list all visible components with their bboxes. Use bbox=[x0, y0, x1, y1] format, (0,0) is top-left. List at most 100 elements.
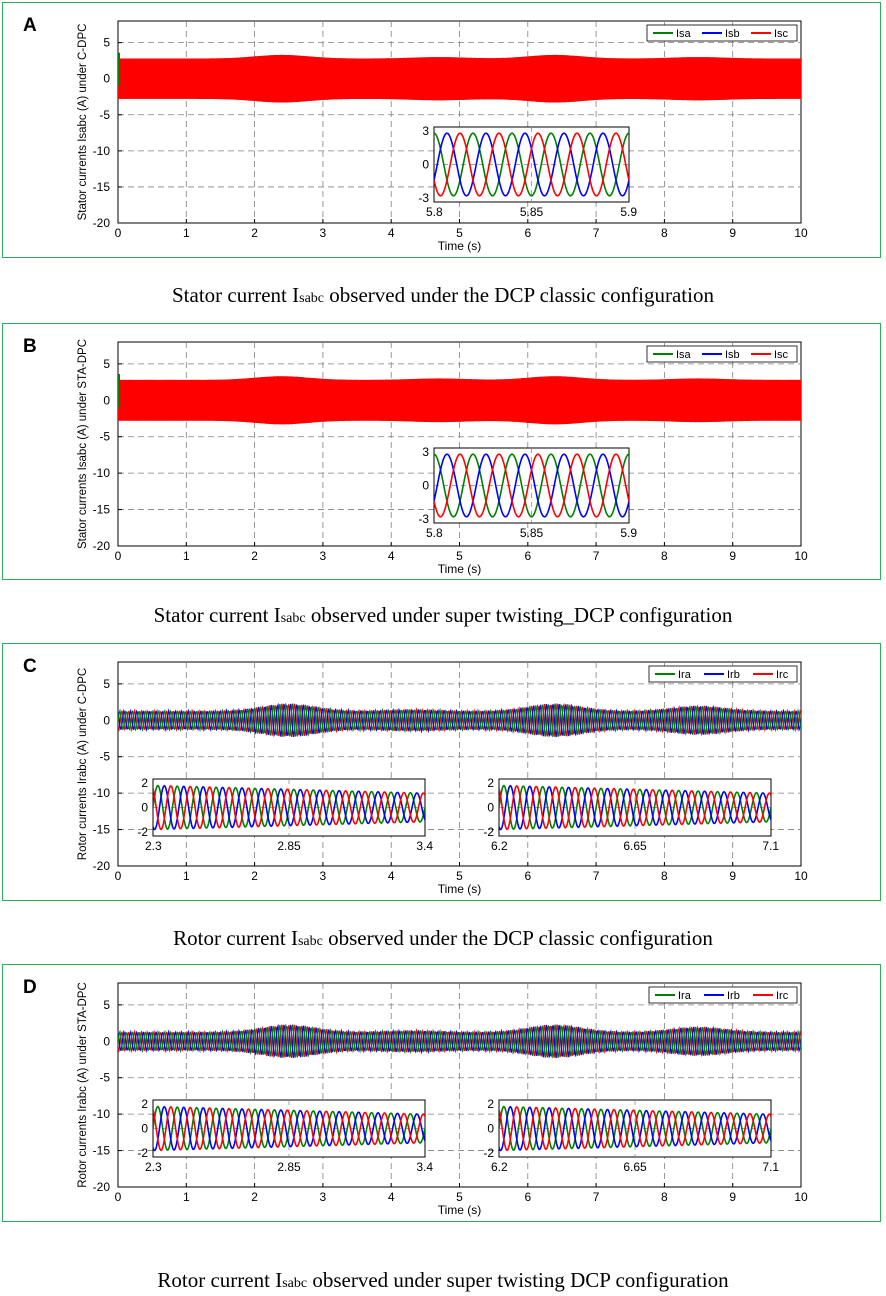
x-tick-label: 0 bbox=[115, 869, 122, 883]
inset-x-tick-label: 2.85 bbox=[277, 839, 301, 853]
legend-label: Isa bbox=[676, 28, 692, 40]
y-axis-label: Rotor currents Irabc (A) under STA-DPC bbox=[77, 982, 89, 1188]
x-tick-label: 4 bbox=[388, 549, 395, 563]
inset-y-tick-label: 0 bbox=[141, 1122, 148, 1136]
inset-x-tick-label: 2.3 bbox=[145, 1160, 162, 1174]
x-tick-label: 2 bbox=[251, 1190, 258, 1204]
caption-c: Rotor current Isabc observed under the D… bbox=[0, 926, 886, 951]
stator-current-chart-b: 0 1 2 3 4 5 6 7 8 9 10 5 0 -5 -10 -15 -20 Time (s) Stator … bbox=[77, 339, 808, 576]
inset-y-tick-label: 2 bbox=[487, 1097, 494, 1111]
inset-y-tick-label: -2 bbox=[483, 825, 494, 839]
inset-x-tick-label: 2.85 bbox=[277, 1160, 301, 1174]
legend-label: Irb bbox=[727, 990, 740, 1002]
legend-label: Irc bbox=[776, 669, 789, 681]
series-line-irb bbox=[118, 702, 801, 738]
y-tick-label: -20 bbox=[93, 859, 111, 873]
inset-waveform-group bbox=[434, 132, 629, 197]
figure-panel-a: A 0 1 2 3 4 5 6 7 8 9 10 5 0 -5 -10 -15 -20 Time (s) Stato… bbox=[2, 2, 881, 258]
inset-x-tick-label: 5.8 bbox=[426, 205, 443, 219]
caption-text: observed under super twisting DCP config… bbox=[307, 1268, 729, 1292]
x-tick-label: 8 bbox=[661, 1190, 668, 1204]
y-tick-label: -15 bbox=[93, 180, 111, 194]
inset-y-tick-label: 3 bbox=[422, 124, 429, 138]
x-tick-label: 5 bbox=[456, 549, 463, 563]
x-axis-label: Time (s) bbox=[438, 562, 482, 576]
y-tick-label: -20 bbox=[93, 216, 111, 230]
caption-subscript: sabc bbox=[299, 291, 325, 306]
x-tick-label: 5 bbox=[456, 226, 463, 240]
inset-x-tick-label: 3.4 bbox=[416, 1160, 433, 1174]
x-tick-label: 3 bbox=[320, 869, 327, 883]
inset-y-tick-label: -3 bbox=[418, 191, 429, 205]
inset-y-tick-label: 2 bbox=[487, 776, 494, 790]
inset-y-tick-label: -2 bbox=[137, 825, 148, 839]
legend-label: Isb bbox=[725, 28, 740, 40]
inset-series-irb bbox=[499, 784, 771, 831]
x-tick-label: 4 bbox=[388, 869, 395, 883]
inset-y-tick-label: 0 bbox=[141, 801, 148, 815]
legend-label: Isc bbox=[774, 349, 789, 361]
x-tick-label: 6 bbox=[524, 549, 531, 563]
waveform-group bbox=[118, 52, 801, 103]
inset-series-irc bbox=[153, 1106, 425, 1152]
x-tick-label: 9 bbox=[729, 1190, 736, 1204]
inset-y-tick-label: 2 bbox=[141, 1097, 148, 1111]
y-tick-label: 0 bbox=[103, 713, 110, 727]
x-tick-label: 10 bbox=[794, 869, 808, 883]
caption-subscript: sabc bbox=[280, 611, 306, 626]
y-tick-label: 0 bbox=[103, 72, 110, 86]
y-tick-label: 5 bbox=[103, 36, 110, 50]
inset-series-irc bbox=[153, 785, 425, 831]
inset-x-tick-label: 5.8 bbox=[426, 526, 443, 540]
x-tick-label: 7 bbox=[593, 869, 600, 883]
caption-b: Stator current Isabc observed under supe… bbox=[0, 603, 886, 628]
series-envelope-isc bbox=[118, 376, 801, 425]
caption-text: observed under the DCP classic configura… bbox=[322, 926, 713, 950]
caption-subscript: sabc bbox=[282, 1276, 308, 1291]
y-tick-label: -15 bbox=[93, 1144, 111, 1158]
caption-text: Rotor current I bbox=[157, 1268, 283, 1292]
x-tick-label: 2 bbox=[251, 869, 258, 883]
caption-d: Rotor current Isabc observed under super… bbox=[0, 1268, 886, 1293]
figure-panel-c: C 0 1 2 3 4 5 6 7 8 9 10 5 0 -5 -10 -15 -20 Time (s) Rotor… bbox=[2, 643, 881, 901]
inset-y-tick-label: 2 bbox=[141, 776, 148, 790]
panel-letter: B bbox=[23, 336, 37, 357]
legend-label: Irb bbox=[727, 669, 740, 681]
inset-y-tick-label: -2 bbox=[137, 1146, 148, 1160]
y-tick-label: -20 bbox=[93, 539, 111, 553]
y-axis-label: Rotor currents Irabc (A) under C-DPC bbox=[77, 668, 89, 860]
x-tick-label: 8 bbox=[661, 226, 668, 240]
x-tick-label: 7 bbox=[593, 549, 600, 563]
waveform-group bbox=[118, 374, 801, 425]
y-tick-label: 0 bbox=[103, 393, 110, 407]
x-tick-label: 1 bbox=[183, 226, 190, 240]
inset-series-irb bbox=[153, 784, 425, 831]
x-tick-label: 0 bbox=[115, 1190, 122, 1204]
x-tick-label: 2 bbox=[251, 549, 258, 563]
y-tick-label: -5 bbox=[99, 1071, 110, 1085]
y-axis-label: Stator currents Isabc (A) under STA-DPC bbox=[77, 339, 89, 549]
inset-waveform-group bbox=[153, 1105, 425, 1152]
x-tick-label: 1 bbox=[183, 549, 190, 563]
x-tick-label: 10 bbox=[794, 226, 808, 240]
y-tick-label: 0 bbox=[103, 1034, 110, 1048]
inset-x-tick-label: 7.1 bbox=[762, 839, 779, 853]
series-line-ira bbox=[118, 702, 801, 738]
x-tick-label: 6 bbox=[524, 226, 531, 240]
y-tick-label: -10 bbox=[93, 466, 111, 480]
inset-series-isc bbox=[434, 132, 629, 197]
inset-y-tick-label: 3 bbox=[422, 445, 429, 459]
inset-x-tick-label: 3.4 bbox=[416, 839, 433, 853]
inset-x-tick-label: 6.2 bbox=[491, 839, 508, 853]
legend-label: Isa bbox=[676, 349, 692, 361]
inset-x-tick-label: 5.9 bbox=[620, 205, 637, 219]
caption-subscript: sabc bbox=[297, 934, 323, 949]
caption-text: observed under the DCP classic configura… bbox=[324, 283, 714, 307]
y-tick-label: -10 bbox=[93, 144, 111, 158]
y-tick-label: 5 bbox=[103, 998, 110, 1012]
inset-series-ira bbox=[499, 1105, 771, 1152]
legend-label: Ira bbox=[678, 990, 692, 1002]
inset-x-tick-label: 5.85 bbox=[520, 205, 544, 219]
x-tick-label: 7 bbox=[593, 226, 600, 240]
